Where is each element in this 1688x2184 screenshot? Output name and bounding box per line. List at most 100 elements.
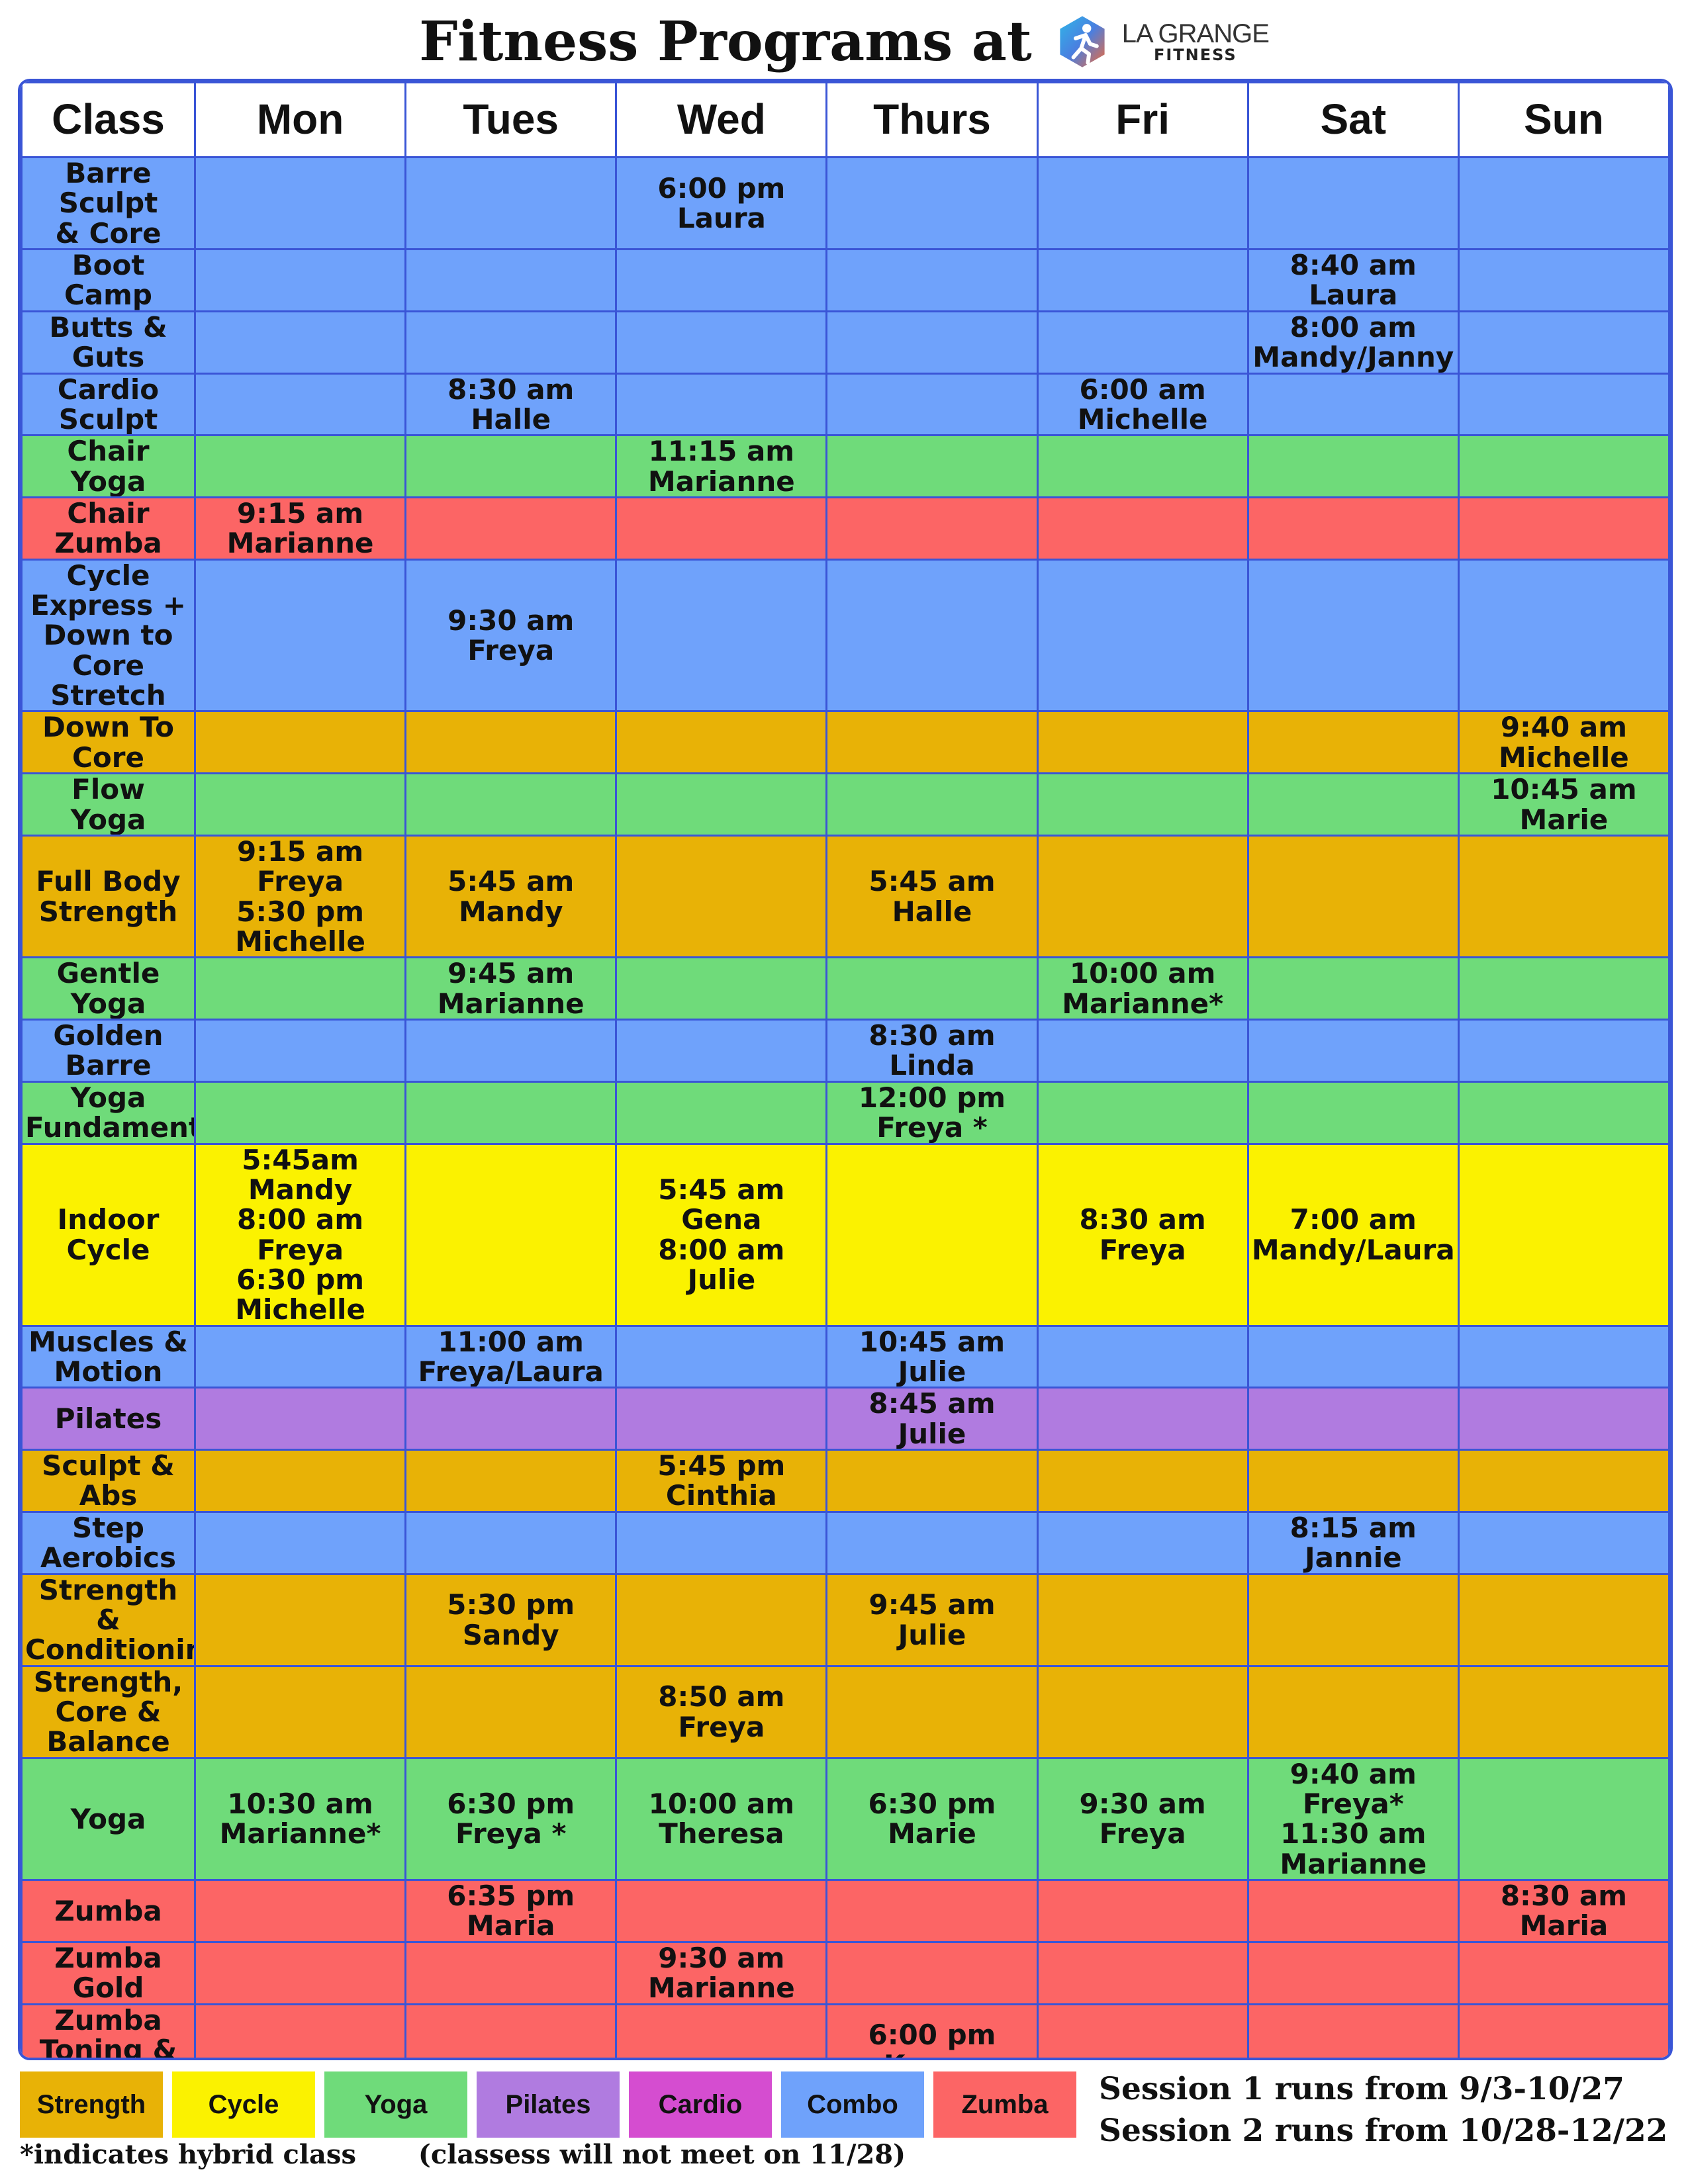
schedule-cell-mon: [193, 1510, 407, 1575]
schedule-cell-sat: [1246, 1324, 1460, 1389]
class-row-butts-guts: Butts & Guts 8:00 am Mandy/Janny: [21, 310, 1670, 375]
session-detail: Halle: [471, 402, 551, 435]
schedule-cell-sat: 9:40 am Freya* 11:30 am Marianne: [1246, 1756, 1460, 1882]
schedule-cell-sun: [1457, 434, 1670, 498]
schedule-cell-tues: 11:00 am Freya/Laura: [404, 1324, 618, 1389]
session-time: 11:15 am: [648, 435, 795, 468]
logo-line-2: FITNESS: [1153, 46, 1237, 64]
schedule-cell-wed: [615, 834, 828, 959]
schedule-cell-tues: 5:30 pm Sandy: [404, 1572, 618, 1667]
session-detail: Marianne: [437, 987, 585, 1020]
schedule-cell-thurs: [825, 956, 1039, 1021]
schedule-cell-sat: [1246, 1019, 1460, 1083]
schedule-cell-tues: 6:30 pm Freya *: [404, 1756, 618, 1882]
session-detail: Sandy: [462, 1618, 559, 1651]
class-name-line: Full Body: [36, 865, 181, 898]
class-name-line: Fundamentals: [25, 1111, 193, 1144]
class-name-line: Indoor: [57, 1203, 160, 1236]
session-time: 6:35 pm: [447, 1880, 575, 1913]
schedule-cell-thurs: [825, 1142, 1039, 1327]
class-name: Step Aerobics: [21, 1510, 196, 1575]
schedule-cell-tues: [404, 1510, 618, 1575]
class-name: Barre Sculpt & Core: [21, 156, 196, 251]
schedule-cell-sun: [1457, 248, 1670, 312]
header-thurs: Thurs: [825, 81, 1039, 158]
class-row-chair-yoga: Chair Yoga 11:15 am Marianne: [21, 434, 1670, 498]
schedule-cell-tues: 9:45 am Marianne: [404, 956, 618, 1021]
schedule-cell-fri: 6:00 am Michelle: [1036, 372, 1249, 437]
header-mon: Mon: [193, 81, 407, 158]
session-detail: Marianne: [647, 465, 795, 498]
class-row-zumba-gold: Zumba Gold 9:30 am Marianne: [21, 1940, 1670, 2005]
page-header: Fitness Programs at LA GRANGE FITNESS: [0, 5, 1688, 78]
schedule-cell-wed: 9:30 am Marianne: [615, 1940, 828, 2005]
class-name: Sculpt & Abs: [21, 1449, 196, 1513]
schedule-cell-wed: [615, 558, 828, 713]
class-name-line: Strength: [38, 895, 178, 928]
class-name-line: Conditioning: [25, 1633, 193, 1666]
schedule-cell-tues: 6:35 pm Maria: [404, 1879, 618, 1943]
schedule-cell-mon: [193, 1387, 407, 1451]
session-time: 9:30 am: [1079, 1788, 1206, 1821]
schedule-cell-mon: [193, 372, 407, 437]
class-row-cycle-express-down-to-core-stretch: Cycle Express + Down to Core Stretch 9:30 a…: [21, 558, 1670, 713]
schedule-cell-mon: 9:15 am Freya 5:30 pm Michelle: [193, 834, 407, 959]
session-detail: 8:00 am Julie: [658, 1233, 785, 1296]
schedule-cell-wed: [615, 372, 828, 437]
session-time: 9:30 am: [447, 604, 575, 637]
class-name-line: & Core: [55, 216, 162, 250]
schedule-cell-fri: [1036, 558, 1249, 713]
schedule-cell-fri: [1036, 1510, 1249, 1575]
class-name-line: Muscles &: [28, 1326, 188, 1358]
header-wed: Wed: [615, 81, 828, 158]
class-row-step-aerobics: Step Aerobics 8:15 am Jannie: [21, 1510, 1670, 1575]
class-row-strength-core-balance: Strength, Core & Balance 8:50 am Freya: [21, 1664, 1670, 1759]
schedule-cell-wed: 5:45 am Gena 8:00 am Julie: [615, 1142, 828, 1327]
schedule-cell-tues: [404, 1019, 618, 1083]
schedule-cell-mon: 9:15 am Marianne: [193, 496, 407, 561]
schedule-cell-sat: [1246, 2003, 1460, 2058]
schedule-cell-tues: [404, 496, 618, 561]
legend-pilates: Pilates: [477, 2071, 620, 2138]
class-name-line: Zumba: [54, 527, 162, 560]
session-time: 8:40 am: [1289, 249, 1417, 282]
schedule-cell-wed: [615, 1879, 828, 1943]
schedule-cell-mon: [193, 1449, 407, 1513]
schedule-cell-sun: [1457, 372, 1670, 437]
session-time: 6:00 pm: [868, 2019, 996, 2052]
session-time: 8:30 am: [1500, 1880, 1628, 1913]
session-detail: Marianne*: [219, 1817, 381, 1850]
schedule-cell-sun: [1457, 156, 1670, 251]
schedule-cell-sat: [1246, 1572, 1460, 1667]
class-name: Zumba Gold: [21, 1940, 196, 2005]
schedule-cell-tues: [404, 310, 618, 375]
schedule-cell-tues: 9:30 am Freya: [404, 558, 618, 713]
session-detail: Halle: [892, 895, 972, 928]
class-row-pilates: Pilates 8:45 am Julie: [21, 1387, 1670, 1451]
legend-cardio: Cardio: [629, 2071, 772, 2138]
class-row-full-body-strength: Full Body Strength 9:15 am Freya 5:30 pm Mi…: [21, 834, 1670, 959]
schedule-cell-tues: [404, 434, 618, 498]
schedule-cell-mon: [193, 1019, 407, 1083]
schedule-cell-mon: 10:30 am Marianne*: [193, 1756, 407, 1882]
class-name-line: Core: [72, 741, 144, 774]
schedule-cell-mon: [193, 956, 407, 1021]
session-time: 5:45 am: [447, 865, 575, 898]
schedule-cell-wed: 10:00 am Theresa: [615, 1756, 828, 1882]
schedule-cell-tues: [404, 1080, 618, 1145]
schedule-cell-sat: [1246, 1940, 1460, 2005]
session-time: 9:45 am: [868, 1588, 996, 1621]
schedule-cell-wed: [615, 710, 828, 775]
schedule-cell-sun: [1457, 1387, 1670, 1451]
schedule-cell-thurs: [825, 496, 1039, 561]
schedule-cell-mon: [193, 434, 407, 498]
class-name-line: Down To: [42, 711, 174, 744]
session-time: 10:00 am: [1069, 957, 1216, 990]
schedule-cell-wed: 8:50 am Freya: [615, 1664, 828, 1759]
schedule-cell-sun: [1457, 558, 1670, 713]
schedule-cell-fri: 10:00 am Marianne*: [1036, 956, 1249, 1021]
class-name-line: Yoga: [70, 987, 146, 1020]
schedule-cell-sun: [1457, 1756, 1670, 1882]
footnotes: *indicates hybrid class (classess will n…: [20, 2139, 1013, 2170]
class-name-line: Cycle Express +: [30, 559, 186, 622]
